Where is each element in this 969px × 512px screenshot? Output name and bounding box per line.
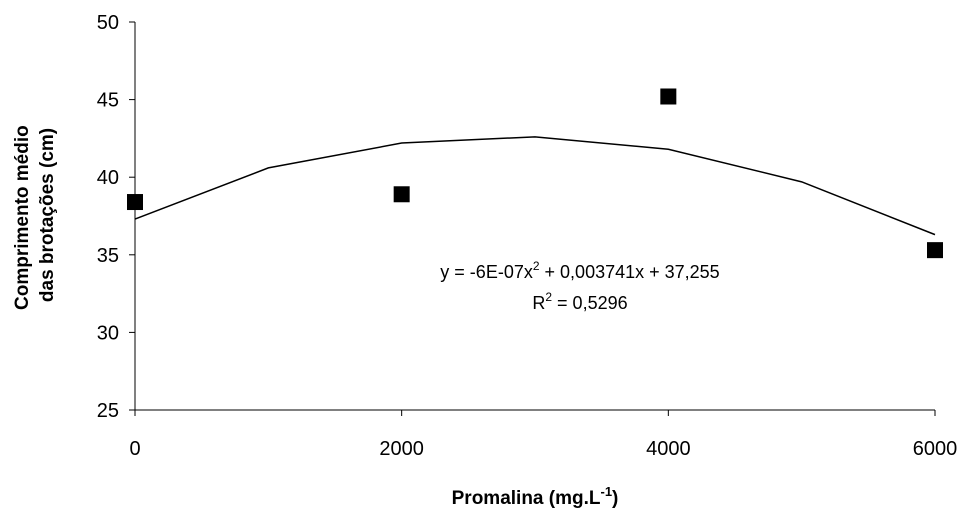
x-axis-title-text: ) [612, 488, 618, 509]
r-squared-text: R [532, 293, 545, 313]
y-tick-label: 25 [97, 400, 119, 422]
x-axis-title-sup: -1 [600, 484, 612, 499]
y-axis-title-line: Comprimento médio [12, 125, 33, 310]
point [127, 194, 143, 211]
x-tick-label: 2000 [379, 438, 424, 460]
point [393, 186, 410, 203]
x-axis-title-text: Promalina (mg.L [452, 488, 601, 509]
r-squared: R2 = 0,5296 [532, 290, 627, 313]
point [927, 242, 943, 259]
equation: y = -6E-07x2 + 0,003741x + 37,255 [440, 259, 719, 282]
y-axis-title-line: das brotações (cm) [37, 128, 58, 302]
y-tick-label: 40 [97, 167, 119, 189]
r-squared-sup: 2 [545, 290, 552, 304]
y-tick-label: 35 [97, 245, 119, 267]
equation-text: y = -6E-07x [440, 262, 533, 282]
x-tick-label: 6000 [913, 438, 958, 460]
point [660, 88, 677, 105]
trendline [134, 136, 936, 236]
x-tick-label: 4000 [646, 438, 691, 460]
y-tick-label: 30 [97, 322, 119, 344]
equation-text: + 0,003741x + 37,255 [540, 262, 720, 282]
x-tick-label: 0 [129, 438, 140, 460]
y-axis-title: Comprimento médio das brotações (cm) [12, 120, 58, 310]
y-tick-label: 45 [97, 90, 119, 112]
equation-sup: 2 [533, 259, 540, 273]
r-squared-text: = 0,5296 [552, 293, 628, 313]
x-axis-title: Promalina (mg.L-1) [452, 484, 619, 509]
y-tick-label: 50 [97, 12, 119, 34]
